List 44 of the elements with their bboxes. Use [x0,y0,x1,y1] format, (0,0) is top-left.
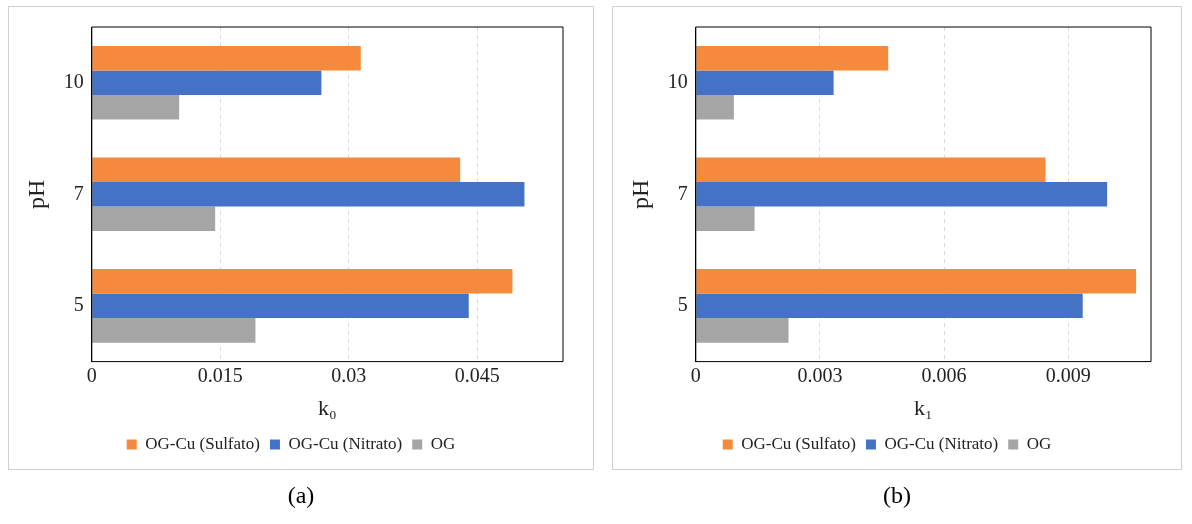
bar [696,318,789,343]
bar [696,70,834,96]
bar [92,157,461,183]
bar [92,293,469,319]
x-tick-label: 0.03 [331,363,367,386]
bar [92,318,256,343]
y-tick-label: 10 [63,70,84,93]
x-tick-label: 0 [690,363,701,386]
bar [696,95,734,120]
bar [696,157,1046,183]
y-tick-label: 5 [73,293,84,316]
y-tick-label: 5 [677,293,688,316]
y-tick-label: 10 [667,70,688,93]
y-axis-title: pH [626,179,653,209]
legend-label: OG [1026,433,1052,453]
text: (a) [287,482,315,509]
bar [92,206,216,232]
x-tick-label: 0.003 [797,363,843,386]
y-axis-title: pH [22,179,49,209]
bar [92,182,525,207]
x-tick-label: 0.009 [1045,363,1091,386]
x-tick-label: 0.045 [454,363,500,386]
bar [696,293,1083,319]
legend-label: OG-Cu (Nitrato) [288,433,403,453]
legend-label: OG-Cu (Sulfato) [145,433,260,453]
bar [696,269,1137,294]
text: (b) [883,482,911,509]
bar [696,206,755,232]
y-tick-label: 7 [73,181,84,204]
bar [92,95,180,120]
legend-label: OG-Cu (Sulfato) [741,433,856,453]
bar [696,182,1108,207]
bar [92,70,322,96]
x-tick-label: 0 [86,363,97,386]
x-axis-title: k₀ [318,394,337,420]
y-tick-label: 7 [677,181,688,204]
x-tick-label: 0.015 [197,363,243,386]
bar [696,45,889,71]
legend-label: OG-Cu (Nitrato) [884,433,999,453]
legend-label: OG [430,433,456,453]
x-axis-title: k₁ [914,394,933,420]
bar [92,45,361,71]
x-tick-label: 0.006 [921,363,967,386]
bar [92,269,513,294]
